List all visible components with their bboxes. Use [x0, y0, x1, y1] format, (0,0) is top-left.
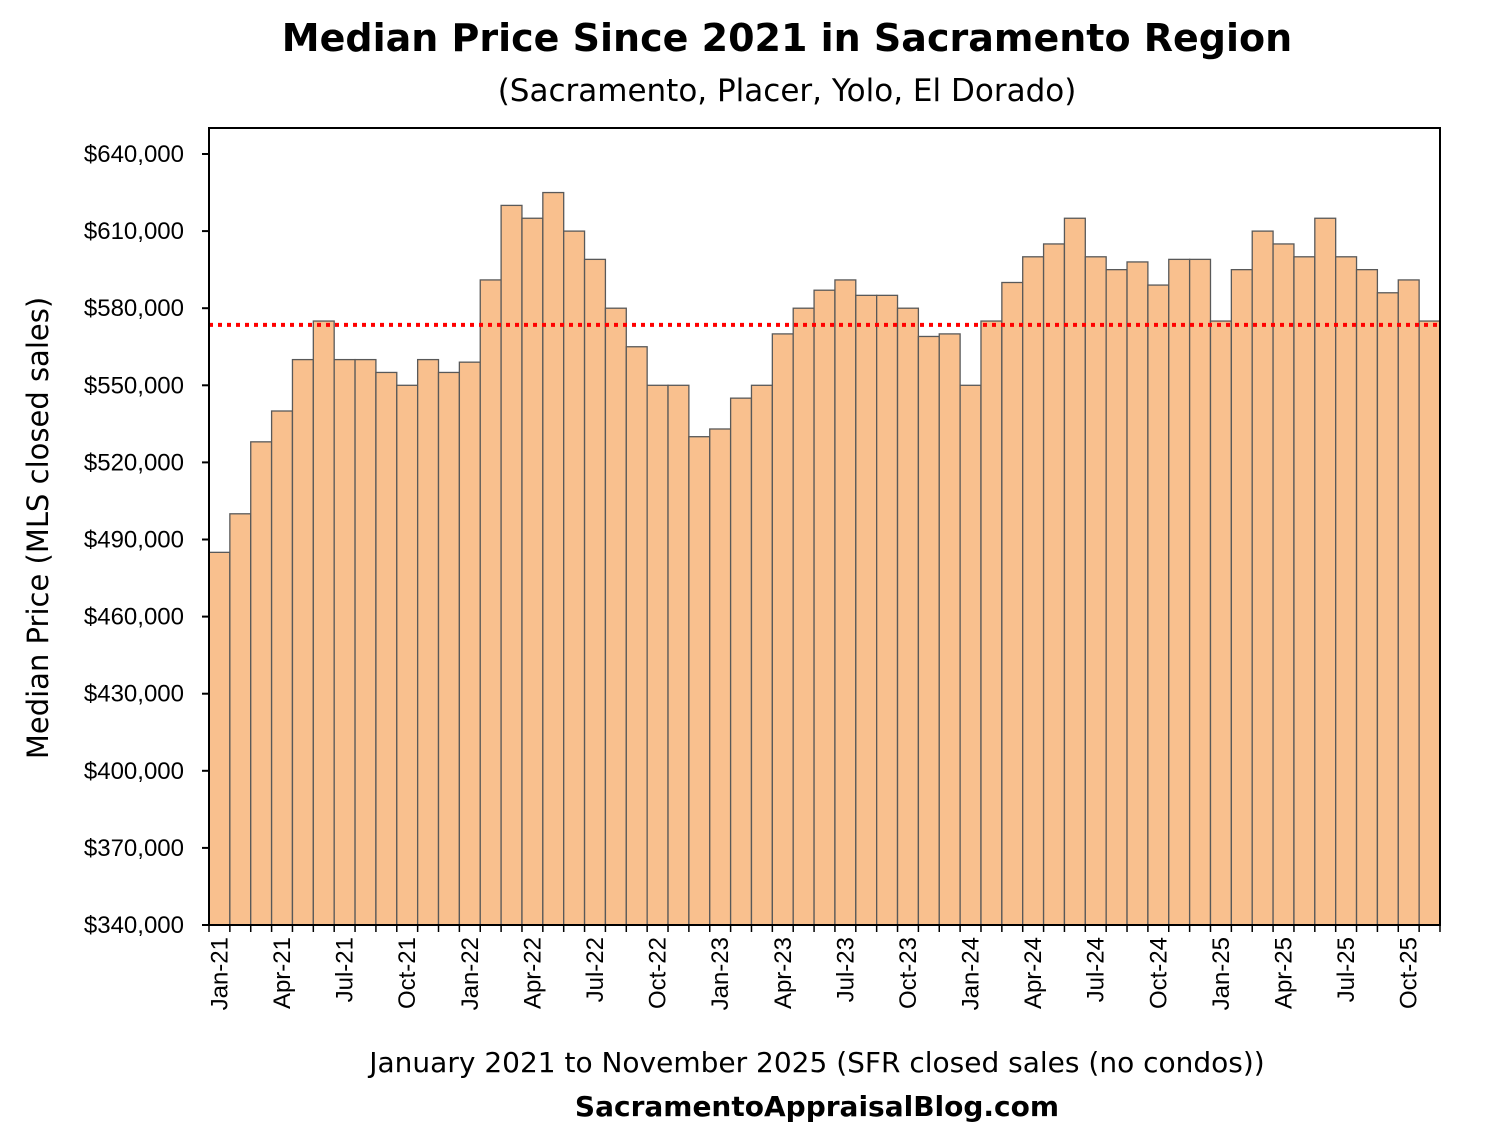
x-tick-label: Jul-23	[832, 937, 859, 1002]
x-tick-label: Jan-22	[457, 937, 484, 1010]
x-tick-label: Apr-23	[770, 937, 797, 1009]
bar-mar-25	[1251, 230, 1274, 926]
bar-aug-22	[604, 307, 627, 926]
bar-jan-25	[1209, 320, 1232, 926]
bar-oct-22	[646, 384, 669, 926]
bar-nov-23	[917, 335, 940, 926]
x-tick-label: Jan-21	[206, 937, 233, 1010]
bar-series	[208, 191, 1441, 926]
x-tick-label: Apr-22	[519, 937, 546, 1009]
plot-area	[208, 127, 1441, 926]
y-axis: $340,000 $370,000 $400,000 $430,000 $460,000…	[84, 141, 209, 939]
bar-jun-23	[813, 289, 836, 926]
bar-may-23	[792, 307, 815, 926]
bar-sep-23	[876, 294, 899, 926]
x-tick-label: Oct-24	[1145, 937, 1172, 1009]
y-tick-label: $370,000	[84, 835, 184, 862]
y-tick-label: $610,000	[84, 218, 184, 245]
bar-oct-25	[1397, 279, 1420, 926]
bar-jul-25	[1335, 256, 1358, 926]
bar-dec-22	[688, 436, 711, 926]
x-tick-label: Apr-21	[269, 937, 296, 1009]
bar-nov-25	[1418, 320, 1441, 926]
x-tick-label: Jul-25	[1333, 937, 1360, 1002]
bar-jan-22	[458, 361, 481, 926]
bar-jul-23	[834, 279, 857, 926]
x-tick-label: Jul-24	[1083, 937, 1110, 1002]
y-tick-label: $520,000	[84, 449, 184, 476]
y-axis-label: Median Price (MLS closed sales)	[21, 297, 55, 759]
bar-jan-24	[959, 384, 982, 926]
y-tick-label: $580,000	[84, 295, 184, 322]
bar-oct-23	[896, 307, 920, 926]
bar-nov-21	[416, 358, 440, 926]
bar-aug-25	[1355, 268, 1379, 926]
x-tick-label: Jan-23	[707, 937, 734, 1010]
bar-nov-24	[1168, 258, 1191, 926]
bar-aug-24	[1105, 268, 1128, 926]
x-tick-label: Apr-24	[1020, 937, 1047, 1009]
bar-jan-23	[709, 428, 732, 926]
x-tick-label: Jan-24	[958, 937, 985, 1010]
chart-subtitle: (Sacramento, Placer, Yolo, El Dorado)	[498, 73, 1077, 109]
bar-may-24	[1042, 243, 1066, 926]
bar-sep-22	[625, 346, 648, 926]
bar-sep-21	[375, 371, 398, 926]
bar-apr-23	[771, 333, 794, 926]
bar-nov-22	[667, 384, 690, 926]
bar-apr-25	[1272, 243, 1295, 926]
bar-mar-23	[750, 384, 773, 926]
bar-jun-22	[563, 230, 586, 926]
bar-mar-21	[250, 441, 273, 926]
x-tick-label: Apr-25	[1271, 937, 1298, 1009]
bar-oct-21	[396, 384, 419, 926]
y-tick-label: $640,000	[84, 141, 184, 168]
y-tick-label: $490,000	[84, 527, 184, 554]
plot-frame	[208, 127, 1441, 926]
x-tick-label: Jan-25	[1208, 937, 1235, 1010]
bar-apr-24	[1022, 256, 1045, 926]
bar-may-22	[542, 191, 565, 926]
y-tick-label: $400,000	[84, 758, 184, 785]
y-tick-label: $430,000	[84, 681, 184, 708]
bar-mar-24	[1001, 281, 1024, 926]
x-tick-label: Oct-23	[895, 937, 922, 1009]
y-tick-label: $460,000	[84, 604, 184, 631]
bar-feb-23	[729, 397, 753, 926]
x-axis: Jan-21 Apr-21 Jul-21 Oct-21 Jan-22 Apr-22 Jul-…	[206, 925, 1441, 1010]
bar-dec-24	[1188, 258, 1212, 926]
chart-title: Median Price Since 2021 in Sacramento Re…	[282, 16, 1292, 60]
bar-dec-21	[437, 371, 461, 926]
y-tick-label: $340,000	[84, 912, 184, 939]
x-tick-label: Jul-22	[582, 937, 609, 1002]
bar-feb-22	[479, 279, 502, 926]
bar-sep-25	[1376, 292, 1399, 926]
bar-aug-23	[855, 294, 878, 926]
bar-feb-25	[1230, 268, 1253, 926]
bar-jul-22	[583, 258, 607, 926]
x-tick-label: Jul-21	[332, 937, 359, 1002]
bar-feb-24	[980, 320, 1003, 926]
bar-jul-21	[333, 358, 356, 926]
x-tick-label: Oct-21	[394, 937, 421, 1009]
source-label: SacramentoAppraisalBlog.com	[575, 1090, 1059, 1123]
bar-may-25	[1293, 256, 1316, 926]
bar-mar-22	[500, 204, 523, 926]
x-tick-label: Oct-25	[1396, 937, 1423, 1009]
bar-aug-21	[354, 358, 377, 926]
bar-feb-21	[229, 513, 252, 926]
bar-jan-21	[208, 551, 231, 926]
bar-sep-24	[1126, 261, 1149, 926]
bar-may-21	[291, 358, 314, 926]
y-tick-label: $550,000	[84, 372, 184, 399]
bar-dec-23	[938, 333, 961, 926]
x-axis-label: January 2021 to November 2025 (SFR close…	[367, 1046, 1264, 1079]
bar-jun-21	[312, 320, 335, 926]
bar-oct-24	[1147, 284, 1170, 926]
bar-jul-24	[1084, 256, 1107, 926]
bar-apr-21	[270, 410, 294, 926]
x-tick-label: Oct-22	[645, 937, 672, 1009]
